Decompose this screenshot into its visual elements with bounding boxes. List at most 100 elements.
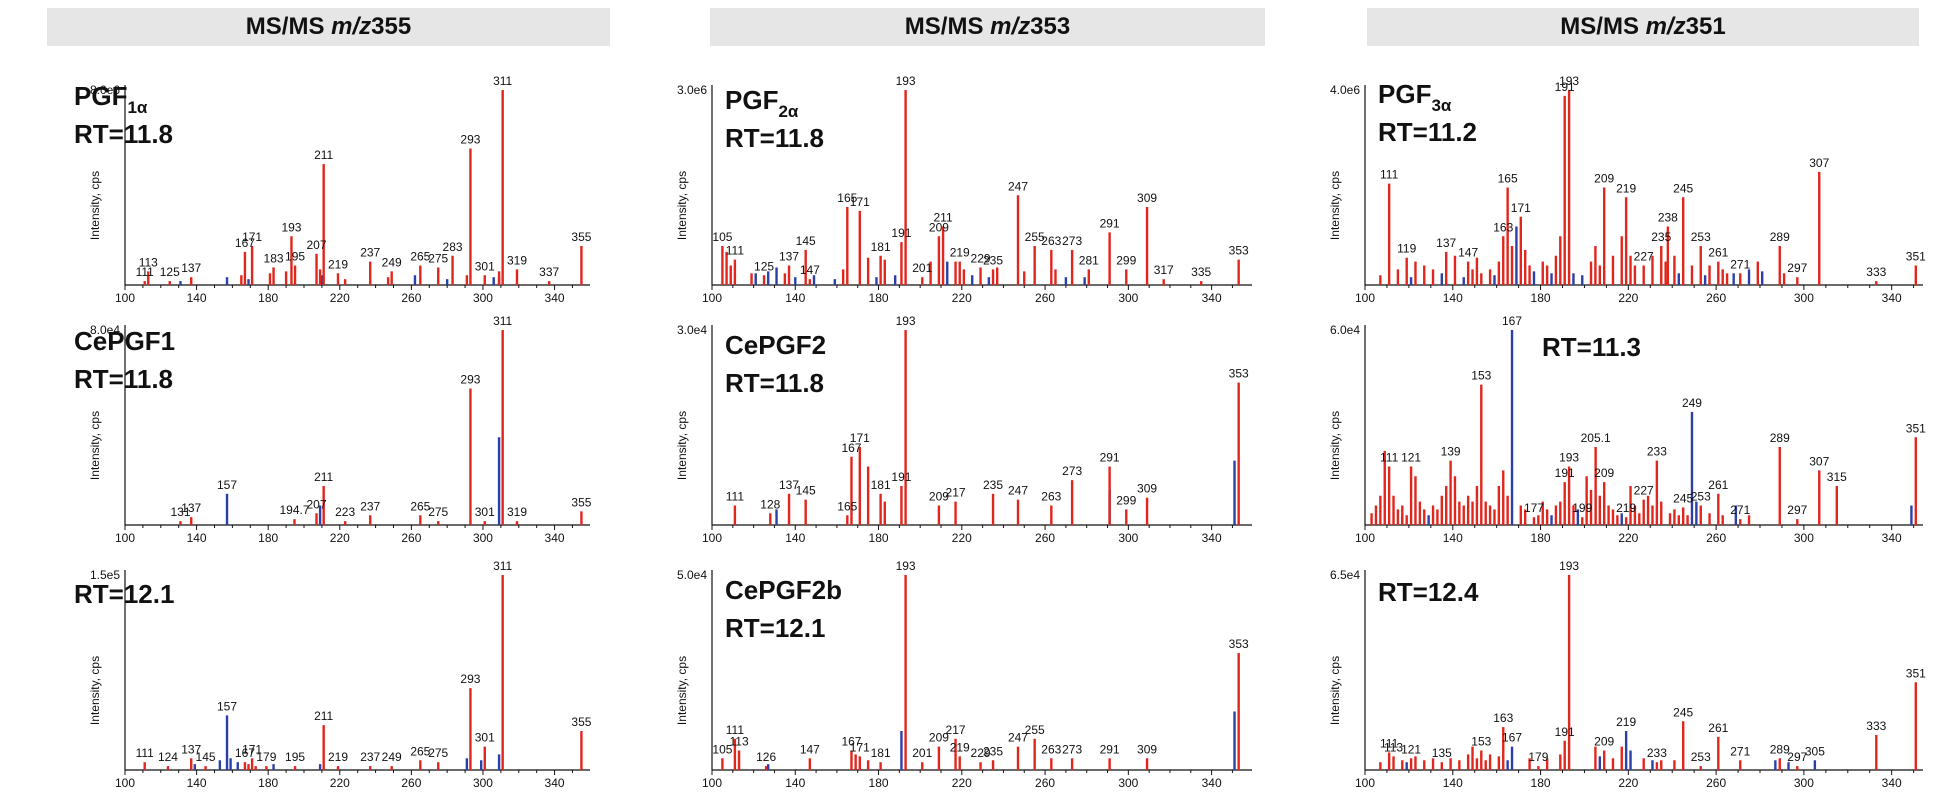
column-header-355: MS/MS m/z 355 bbox=[47, 8, 610, 46]
x-tick-label: 220 bbox=[1618, 531, 1638, 545]
x-tick-label: 260 bbox=[1706, 776, 1726, 790]
peak-label: 139 bbox=[1441, 445, 1461, 459]
x-tick-label: 300 bbox=[1794, 291, 1814, 305]
x-tick-label: 140 bbox=[785, 776, 805, 790]
x-tick-label: 140 bbox=[187, 776, 207, 790]
peak-label: 233 bbox=[1647, 445, 1667, 459]
peak-label: 163 bbox=[1493, 220, 1513, 234]
x-tick-label: 100 bbox=[115, 776, 135, 790]
compound-name: CePGF1 bbox=[74, 326, 175, 356]
peak-label: 211 bbox=[314, 470, 333, 484]
peak-label: 263 bbox=[1041, 742, 1061, 756]
spectrum-panel: Intensity, cps 4.0e6 100 140 180 220 260 300 340… bbox=[1328, 74, 1926, 305]
x-tick-label: 300 bbox=[1794, 531, 1814, 545]
peak-label: 271 bbox=[1730, 257, 1750, 271]
peak-label: 237 bbox=[360, 750, 380, 764]
peak-label: 105 bbox=[712, 742, 732, 756]
peak-label: 273 bbox=[1062, 234, 1082, 248]
x-tick-label: 340 bbox=[1882, 776, 1902, 790]
peak-label: 145 bbox=[196, 750, 216, 764]
peak-label: 353 bbox=[1229, 367, 1249, 381]
y-max-label: 5.0e4 bbox=[677, 568, 707, 582]
peak-label: 201 bbox=[912, 261, 932, 275]
peak-label: 305 bbox=[1805, 744, 1825, 758]
peak-label: 255 bbox=[1025, 230, 1045, 244]
compound-name: CePGF2b bbox=[725, 575, 842, 605]
x-tick-label: 300 bbox=[473, 291, 493, 305]
peak-label: 253 bbox=[1691, 230, 1711, 244]
peak-label: 157 bbox=[217, 699, 237, 713]
peak-label: 355 bbox=[571, 230, 591, 244]
header-value: 353 bbox=[1030, 13, 1071, 40]
header-mz: m/z bbox=[990, 13, 1031, 40]
peak-label: 145 bbox=[796, 484, 816, 498]
x-tick-label: 180 bbox=[1531, 776, 1551, 790]
peak-label: 191 bbox=[1555, 80, 1575, 94]
peak-label: 289 bbox=[1770, 431, 1790, 445]
retention-time: RT=12.4 bbox=[1378, 577, 1479, 607]
peak-label: 121 bbox=[1401, 451, 1421, 465]
y-axis-label: Intensity, cps bbox=[675, 656, 689, 725]
peak-label: 207 bbox=[307, 497, 327, 511]
peak-label: 293 bbox=[460, 672, 480, 686]
peak-label: 297 bbox=[1787, 503, 1807, 517]
peak-label: 245 bbox=[1673, 705, 1693, 719]
x-tick-label: 100 bbox=[1355, 531, 1375, 545]
x-tick-label: 300 bbox=[1118, 776, 1138, 790]
peak-label: 167 bbox=[235, 236, 255, 250]
peak-label: 209 bbox=[1594, 466, 1614, 480]
peak-label: 157 bbox=[217, 478, 237, 492]
peak-label: 355 bbox=[571, 715, 591, 729]
peak-label: 145 bbox=[796, 234, 816, 248]
peak-label: 351 bbox=[1906, 250, 1926, 264]
peak-label: 299 bbox=[1116, 493, 1136, 507]
peak-label: 229 bbox=[971, 251, 991, 265]
peak-label: 209 bbox=[929, 220, 949, 234]
peak-label: 137 bbox=[181, 742, 201, 756]
peak-label: 317 bbox=[1154, 263, 1174, 277]
x-tick-label: 260 bbox=[1035, 531, 1055, 545]
x-tick-label: 300 bbox=[1118, 531, 1138, 545]
peak-label: 135 bbox=[1432, 746, 1452, 760]
retention-time: RT=11.8 bbox=[725, 123, 824, 153]
peak-label: 105 bbox=[712, 230, 732, 244]
peak-label: 311 bbox=[493, 314, 512, 328]
peak-label: 275 bbox=[428, 251, 448, 265]
x-tick-label: 100 bbox=[702, 776, 722, 790]
peak-label: 309 bbox=[1137, 482, 1157, 496]
y-axis-label: Intensity, cps bbox=[1328, 411, 1342, 480]
compound-name: PGF2α bbox=[725, 85, 799, 121]
column-header-351: MS/MS m/z 351 bbox=[1367, 8, 1919, 46]
peak-label: 219 bbox=[1616, 715, 1636, 729]
compound-name: PGF1α bbox=[74, 81, 148, 117]
peak-label: 271 bbox=[1730, 503, 1750, 517]
peak-label: 299 bbox=[1116, 253, 1136, 267]
peak-label: 223 bbox=[335, 505, 355, 519]
peak-label: 199 bbox=[1572, 501, 1592, 515]
peak-label: 301 bbox=[475, 731, 495, 745]
x-tick-label: 220 bbox=[330, 291, 350, 305]
x-tick-label: 180 bbox=[869, 776, 889, 790]
peak-label: 191 bbox=[1555, 466, 1575, 480]
peak-label: 271 bbox=[1730, 744, 1750, 758]
peak-label: 219 bbox=[1616, 181, 1636, 195]
peak-label: 227 bbox=[1634, 484, 1654, 498]
peak-label: 167 bbox=[841, 441, 861, 455]
x-tick-label: 340 bbox=[1882, 291, 1902, 305]
peak-label: 237 bbox=[360, 499, 380, 513]
peak-label: 217 bbox=[946, 486, 966, 500]
retention-time: RT=11.8 bbox=[74, 364, 173, 394]
peak-label: 113 bbox=[729, 735, 748, 749]
x-tick-label: 100 bbox=[115, 531, 135, 545]
peak-label: 179 bbox=[1528, 750, 1548, 764]
peak-label: 333 bbox=[1866, 719, 1886, 733]
peak-label: 153 bbox=[1471, 735, 1491, 749]
peak-label: 209 bbox=[929, 490, 949, 504]
peak-label: 219 bbox=[328, 750, 348, 764]
peak-label: 181 bbox=[871, 240, 891, 254]
peak-label: 229 bbox=[971, 746, 991, 760]
header-mz: m/z bbox=[331, 13, 372, 40]
spectrum-panel: Intensity, cps 8.0e6 100 140 180 220 260 300 340… bbox=[74, 74, 592, 305]
peak-label: 111 bbox=[1380, 451, 1399, 465]
peak-label: 191 bbox=[891, 470, 911, 484]
